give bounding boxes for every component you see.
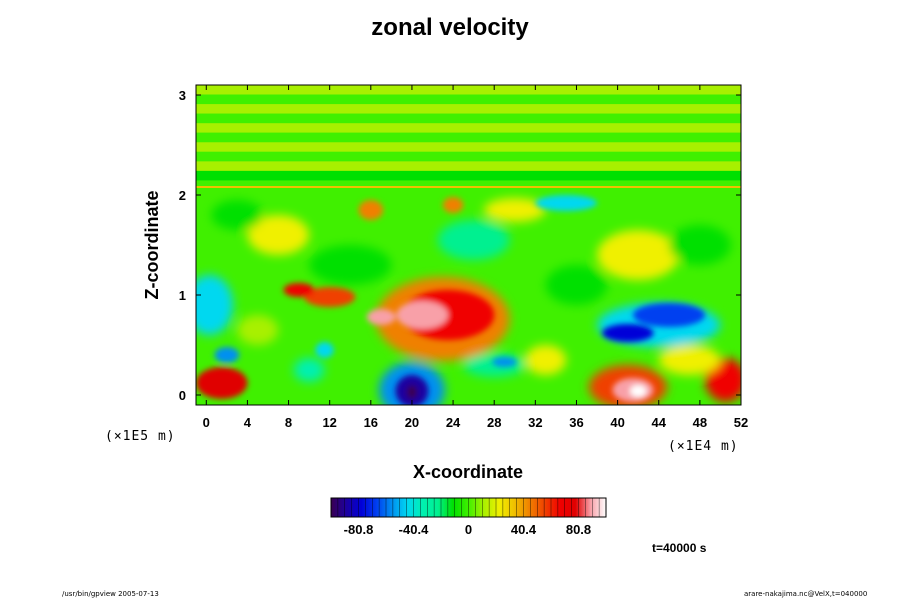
colorbar-tick-label: -40.4 xyxy=(399,522,429,537)
velocity-blob xyxy=(303,287,356,307)
velocity-blob xyxy=(366,309,396,325)
x-tick-label: 0 xyxy=(203,415,210,430)
velocity-cores xyxy=(196,195,706,405)
band-5 xyxy=(196,132,741,143)
plot-frame xyxy=(195,84,742,406)
velocity-blob xyxy=(463,353,526,377)
velocity-blob xyxy=(669,225,731,265)
velocity-blob xyxy=(247,215,310,255)
band-4 xyxy=(196,123,741,133)
velocity-blob xyxy=(406,385,418,399)
y-axis-title: Z-coordinate xyxy=(142,190,162,299)
band-1 xyxy=(196,94,741,105)
band-10 xyxy=(196,180,741,190)
band-0 xyxy=(196,85,741,95)
velocity-blob xyxy=(396,301,448,329)
velocity-blob xyxy=(597,230,680,280)
velocity-blob xyxy=(602,324,654,342)
x-tick-label: 20 xyxy=(405,415,419,430)
velocity-blob xyxy=(633,303,706,327)
velocity-blob xyxy=(545,265,608,305)
time-label: t=40000 s xyxy=(652,541,707,555)
velocity-blob xyxy=(358,200,384,220)
velocity-blob xyxy=(658,345,721,375)
colorbar: -80.8 -40.4 0 40.4 80.8 xyxy=(330,497,607,537)
x-tick-label: 36 xyxy=(569,415,583,430)
x-tick-label: 28 xyxy=(487,415,501,430)
y-tick-label: 0 xyxy=(179,388,186,403)
velocity-blob xyxy=(283,283,315,297)
velocity-blob xyxy=(196,275,234,335)
velocity-blob xyxy=(483,198,546,222)
velocity-blob xyxy=(535,195,598,211)
velocity-blob xyxy=(437,220,510,260)
band-3 xyxy=(196,113,741,124)
colorbar-ticks: -80.8 -40.4 0 40.4 80.8 xyxy=(337,498,600,537)
x-tick-label: 48 xyxy=(693,415,707,430)
velocity-blob xyxy=(214,347,240,363)
colorbar-tick-label: 80.8 xyxy=(566,522,591,537)
y-tick-label: 3 xyxy=(179,88,186,103)
x-axis-title: X-coordinate xyxy=(413,462,523,482)
source-note: arare-nakajima.nc@VelX,t=040000 xyxy=(744,590,868,598)
velocity-blob xyxy=(442,197,464,213)
chart-title: zonal velocity xyxy=(371,14,529,41)
velocity-blob xyxy=(309,245,392,285)
colorbar-tick-label: -80.8 xyxy=(344,522,374,537)
band-7 xyxy=(196,151,741,162)
x-tick-label: 16 xyxy=(364,415,378,430)
colorbar-tick-label: 40.4 xyxy=(511,522,537,537)
band-9 xyxy=(196,170,741,181)
band-8 xyxy=(196,161,741,171)
velocity-field xyxy=(196,85,741,405)
x-tick-label: 32 xyxy=(528,415,542,430)
y-tick-label: 1 xyxy=(179,288,186,303)
x-tick-label: 8 xyxy=(285,415,292,430)
x-tick-label: 52 xyxy=(734,415,748,430)
y-unit-label: (×1E5 m) xyxy=(105,429,176,444)
band-2 xyxy=(196,104,741,114)
x-tick-label: 4 xyxy=(244,415,252,430)
x-unit-label: (×1E4 m) xyxy=(668,439,739,454)
velocity-blob xyxy=(629,385,647,397)
velocity-blob xyxy=(293,358,325,382)
program-note: /usr/bin/gpview 2005-07-13 xyxy=(62,590,159,598)
velocity-blob xyxy=(315,342,334,358)
velocity-blob xyxy=(196,367,248,399)
x-tick-label: 44 xyxy=(652,415,667,430)
velocity-blob xyxy=(237,315,279,345)
x-tick-label: 40 xyxy=(610,415,624,430)
velocity-blob xyxy=(211,200,263,230)
y-tick-label: 2 xyxy=(179,188,186,203)
velocity-blob xyxy=(492,357,517,367)
upper-bands xyxy=(196,85,741,190)
x-tick-label: 12 xyxy=(322,415,336,430)
y-axis-ticks: 0 1 2 3 xyxy=(179,88,741,403)
band-6 xyxy=(196,142,741,152)
colorbar-tick-label: 0 xyxy=(465,522,472,537)
x-axis-ticks: 0 4 8 12 16 20 24 28 32 36 40 44 48 52 xyxy=(203,85,748,430)
velocity-blob xyxy=(525,345,567,375)
x-tick-label: 24 xyxy=(446,415,461,430)
